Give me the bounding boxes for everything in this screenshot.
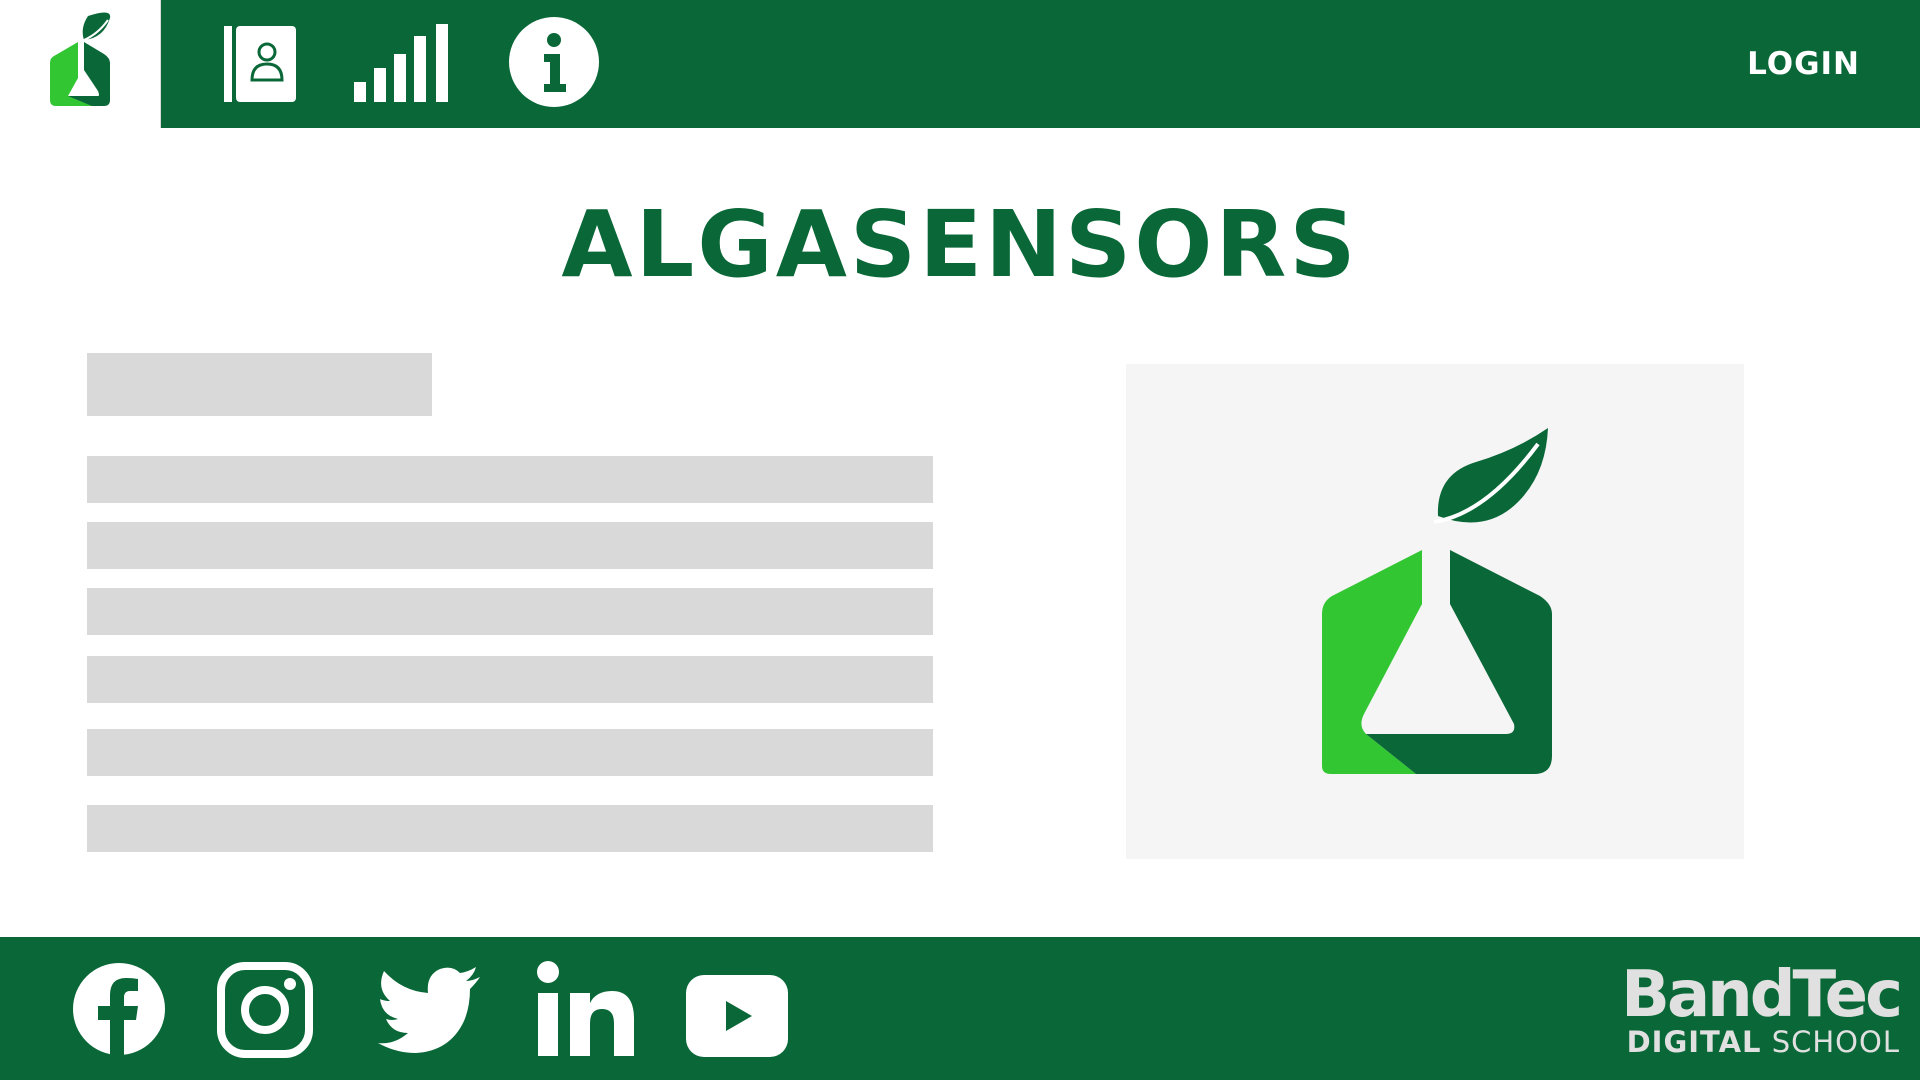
brand-sub-bold: DIGITAL	[1626, 1025, 1762, 1059]
login-button[interactable]: LOGIN	[1747, 46, 1860, 82]
hero-image-panel	[1126, 364, 1744, 859]
stats-nav-button[interactable]	[352, 24, 450, 108]
instagram-link[interactable]	[217, 962, 313, 1062]
home-logo-link[interactable]	[0, 0, 161, 128]
top-navbar: LOGIN	[0, 0, 1920, 128]
brand-sub-light: SCHOOL	[1761, 1025, 1900, 1059]
signal-bars-icon	[354, 24, 448, 102]
algasensors-logo-icon	[50, 12, 111, 106]
algasensors-flask-leaf-logo	[1322, 428, 1552, 774]
page-title: ALGASENSORS	[561, 191, 1359, 298]
footer: BandTec DIGITAL SCHOOL	[0, 937, 1920, 1080]
bandtec-brand-logo: BandTec DIGITAL SCHOOL	[1621, 958, 1903, 1059]
text-placeholder-line	[87, 805, 933, 852]
text-placeholder-line	[87, 522, 933, 569]
twitter-icon	[378, 967, 480, 1053]
info-nav-button[interactable]	[508, 16, 600, 112]
facebook-icon	[73, 963, 165, 1056]
contact-book-icon	[224, 26, 296, 102]
facebook-link[interactable]	[72, 962, 166, 1060]
linkedin-link[interactable]	[536, 961, 636, 1061]
text-placeholder-line	[87, 656, 933, 703]
instagram-icon	[217, 962, 313, 1058]
twitter-link[interactable]	[378, 967, 482, 1057]
linkedin-icon	[537, 961, 634, 1056]
text-placeholder-line	[87, 588, 933, 635]
brand-subtitle: DIGITAL SCHOOL	[1621, 1025, 1900, 1059]
text-placeholder-heading	[87, 353, 432, 416]
brand-name: BandTec	[1621, 958, 1903, 1032]
youtube-icon	[686, 975, 788, 1057]
contacts-nav-button[interactable]	[222, 24, 298, 108]
info-icon	[509, 17, 599, 107]
text-placeholder-line	[87, 456, 933, 503]
youtube-link[interactable]	[686, 975, 788, 1061]
text-placeholder-line	[87, 729, 933, 776]
